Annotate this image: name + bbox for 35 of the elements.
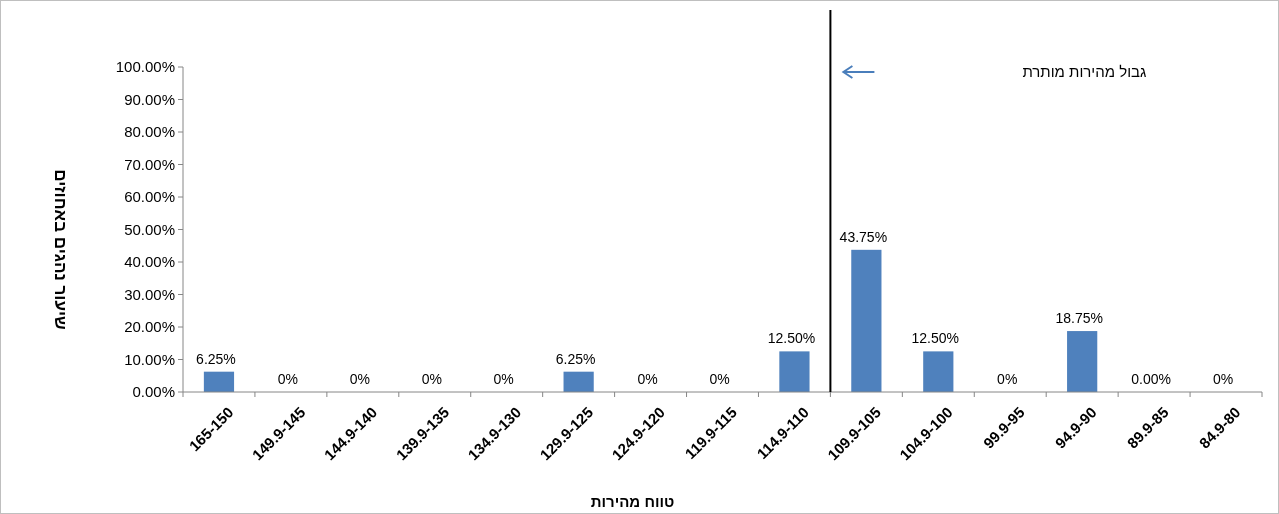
y-tick-label: 0.00%: [132, 383, 175, 401]
data-label: 12.50%: [767, 330, 816, 347]
data-label: 0%: [277, 371, 299, 387]
y-tick-label: 10.00%: [124, 350, 175, 368]
data-label: 18.75%: [1055, 310, 1103, 327]
data-label: 0%: [421, 371, 442, 387]
data-label: 6.25%: [555, 350, 596, 367]
data-label: 6.25%: [196, 350, 236, 367]
y-tick-label: 70.00%: [124, 155, 175, 173]
bar: [203, 371, 235, 392]
data-label: 12.50%: [911, 330, 960, 347]
bar: [851, 249, 882, 392]
bar: [1067, 331, 1098, 392]
bar: [563, 371, 594, 392]
data-label: 0%: [493, 371, 514, 387]
ref-line-label: גבול מהירות מותרת: [1022, 63, 1147, 81]
data-label: 43.75%: [839, 228, 888, 245]
y-tick-label: 30.00%: [124, 285, 175, 303]
data-label: 0%: [709, 371, 730, 387]
y-axis-title: שיעור נהגים באחוזים: [51, 169, 70, 331]
y-tick-label: 20.00%: [124, 318, 175, 336]
bar: [779, 351, 810, 392]
y-tick-label: 90.00%: [124, 90, 175, 108]
y-tick-label: 80.00%: [124, 123, 175, 141]
y-tick-label: 40.00%: [124, 253, 175, 271]
y-tick-label: 50.00%: [124, 220, 175, 238]
y-tick-label: 60.00%: [124, 188, 175, 206]
data-label: 0%: [1212, 371, 1234, 387]
bar: [923, 351, 954, 392]
y-tick-label: 100.00%: [115, 58, 175, 76]
data-label: 0%: [997, 371, 1018, 387]
data-label: 0%: [349, 371, 370, 387]
data-label: 0%: [637, 371, 658, 387]
x-axis-title: טווח מהירות: [590, 493, 675, 510]
data-label: 0.00%: [1131, 371, 1171, 387]
